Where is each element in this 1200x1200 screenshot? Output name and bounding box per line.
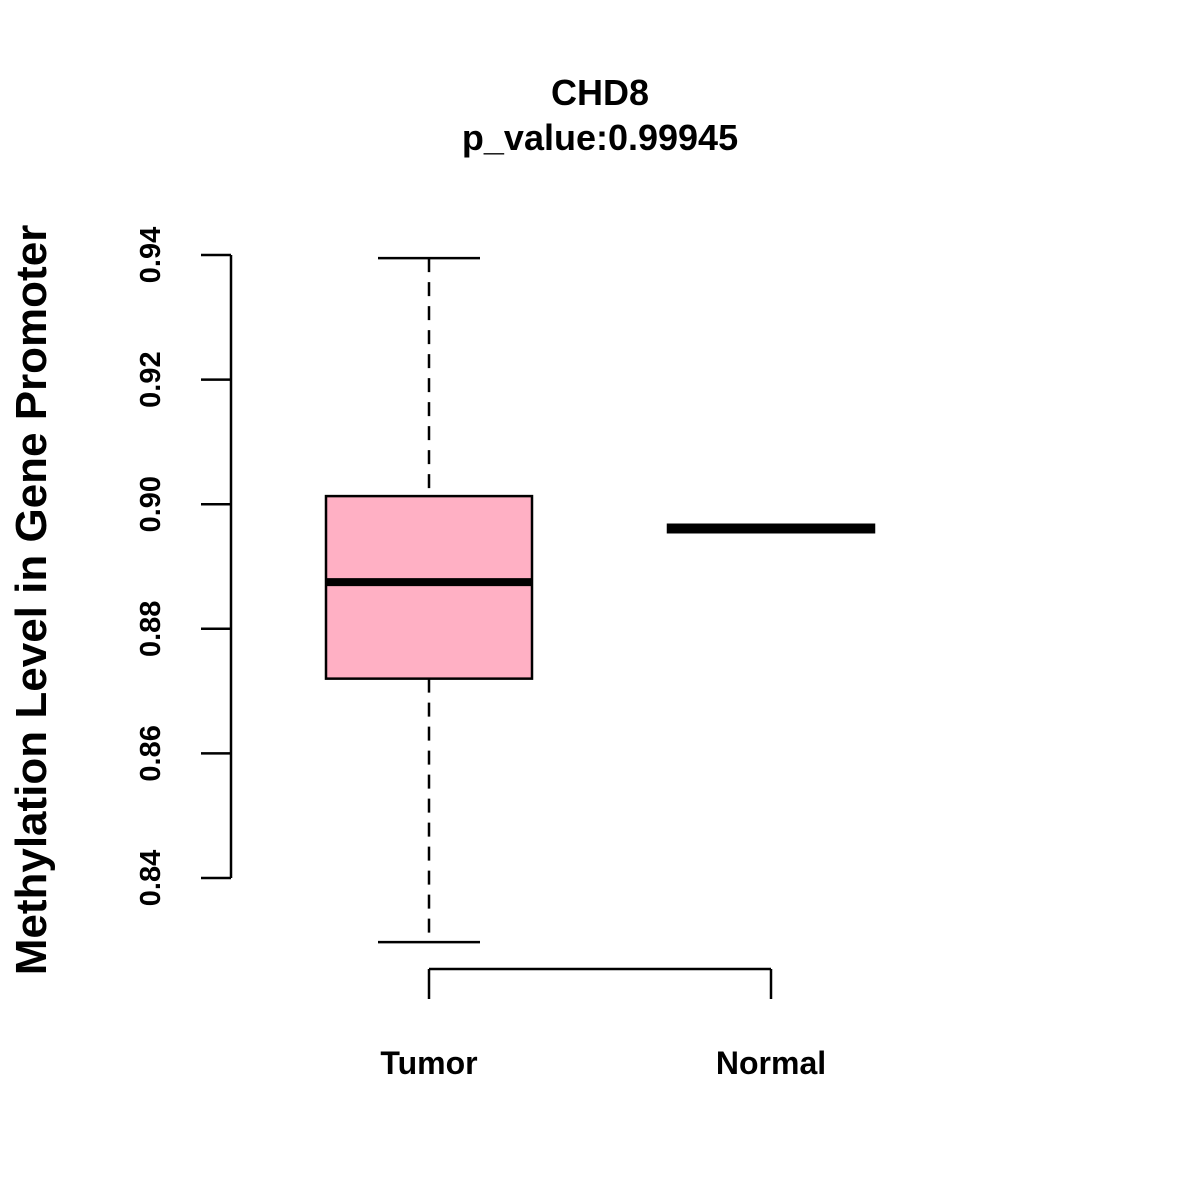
chart-title: CHD8 (551, 72, 649, 113)
y-tick-label-0: 0.84 (135, 850, 167, 906)
y-tick-label-5: 0.94 (135, 227, 167, 283)
tumor-box (324, 494, 534, 680)
x-tick-label-tumor: Tumor (380, 1045, 477, 1081)
x-tick-label-normal: Normal (716, 1045, 826, 1081)
y-tick-label-2: 0.88 (135, 601, 167, 657)
y-tick-label-1: 0.86 (135, 725, 167, 781)
chart-subtitle: p_value:0.99945 (462, 117, 738, 158)
y-tick-label-4: 0.92 (135, 351, 167, 407)
y-tick-label-3: 0.90 (135, 476, 167, 532)
y-axis-label: Methylation Level in Gene Promoter (7, 225, 56, 976)
